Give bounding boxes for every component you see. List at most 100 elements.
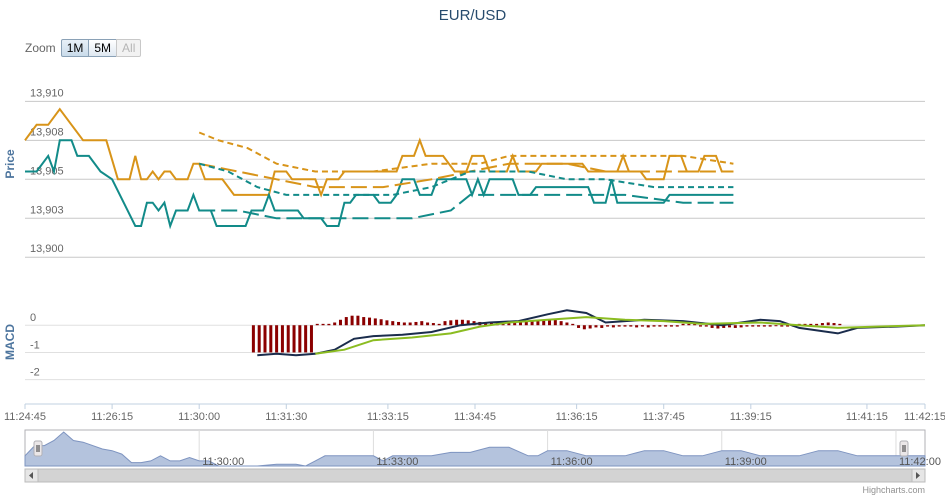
macd-histogram-bar	[391, 321, 395, 326]
macd-histogram-bar	[408, 322, 412, 326]
macd-histogram-bar	[548, 319, 552, 326]
macd-tick-label: -2	[30, 367, 40, 379]
macd-histogram-bar	[762, 325, 766, 327]
range-selector: Zoom 1M 5M All	[25, 39, 142, 57]
macd-histogram-bar	[582, 325, 586, 330]
macd-histogram-bar	[507, 323, 511, 326]
price-tick-label: 13,908	[30, 126, 64, 138]
macd-histogram-bar	[768, 325, 772, 327]
macd-histogram-bar	[577, 325, 581, 328]
navigator-tick-label: 11:33:00	[376, 456, 418, 468]
macd-histogram-bar	[315, 323, 319, 326]
macd-histogram-bar	[559, 321, 563, 326]
macd-histogram-bar	[757, 325, 761, 327]
macd-histogram-bar	[733, 325, 737, 328]
macd-tick-label: 0	[30, 312, 36, 324]
macd-histogram-bar	[658, 325, 662, 327]
macd-histogram-bar	[286, 325, 290, 353]
macd-histogram-bar	[803, 323, 807, 326]
navigator[interactable]: 11:30:00 11:33:00 11:36:00 11:39:00 11:42:00	[24, 429, 941, 468]
macd-histogram-bar	[373, 318, 377, 326]
x-tick-label: 11:30:00	[178, 411, 220, 423]
macd-histogram-bar	[536, 320, 540, 326]
macd-histogram-bar	[832, 323, 836, 326]
macd-histogram-bar	[617, 325, 621, 327]
navigator-right-handle[interactable]	[899, 440, 909, 457]
navigator-tick-label: 11:42:00	[899, 456, 941, 468]
ask-longdash-line	[199, 162, 734, 189]
scrollbar-thumb[interactable]	[37, 468, 913, 483]
macd-histogram-bar	[826, 322, 830, 326]
macd-histogram-bar	[420, 321, 424, 326]
macd-histogram-bar	[698, 325, 702, 327]
macd-histogram-bar	[751, 325, 755, 327]
navigator-tick-label: 11:36:00	[551, 456, 593, 468]
macd-histogram-bar	[623, 325, 627, 327]
x-tick-label: 11:39:15	[730, 411, 772, 423]
macd-histogram-bar	[518, 322, 522, 326]
macd-histogram-bar	[774, 325, 778, 327]
macd-histogram-bar	[594, 325, 598, 328]
navigator-left-handle[interactable]	[33, 440, 43, 457]
macd-histogram-bar	[437, 323, 441, 326]
macd-histogram-bar	[460, 319, 464, 326]
bid-dashed-line	[198, 162, 734, 196]
ask-solid-line	[24, 107, 734, 198]
macd-axis-labels: 0 -1 -2	[30, 312, 40, 378]
macd-histogram-bar	[542, 319, 546, 326]
macd-histogram-bar	[786, 325, 790, 327]
macd-histogram-bar	[745, 325, 749, 327]
zoom-all-button[interactable]: All	[116, 39, 142, 57]
chevron-right-icon	[916, 472, 920, 479]
macd-histogram-bar	[379, 319, 383, 326]
macd-histogram-bar	[606, 325, 610, 327]
macd-histogram-bar	[356, 315, 360, 326]
macd-histogram-bar	[513, 323, 517, 326]
price-tick-label: 13,903	[30, 204, 64, 216]
macd-histogram-bar	[362, 317, 366, 326]
x-axis-labels: 11:24:45 11:26:15 11:30:00 11:31:30 11:33:15…	[4, 404, 945, 423]
zoom-label: Zoom	[25, 41, 56, 55]
macd-histogram-bar	[338, 319, 342, 326]
x-tick-label: 11:42:15	[904, 411, 945, 423]
macd-histogram-bar	[553, 319, 557, 326]
macd-histogram-bar	[327, 323, 331, 326]
macd-histogram-bar	[385, 320, 389, 326]
macd-grid	[25, 324, 925, 381]
macd-histogram-bar	[292, 325, 296, 353]
macd-histogram-bar	[815, 323, 819, 326]
macd-histogram-bar	[809, 323, 813, 326]
x-tick-label: 11:37:45	[643, 411, 685, 423]
price-grid	[25, 100, 925, 258]
macd-histogram-bar	[675, 325, 679, 327]
macd-histogram-bar	[664, 325, 668, 327]
price-tick-label: 13,910	[30, 87, 64, 99]
macd-histogram-bar	[333, 322, 337, 326]
macd-histogram-bar	[635, 325, 639, 328]
horizontal-scrollbar[interactable]	[24, 468, 926, 483]
macd-histogram-bar	[722, 325, 726, 328]
macd-histogram-bar	[344, 317, 348, 326]
macd-histogram-bar	[489, 322, 493, 326]
macd-histogram-bar	[280, 325, 284, 353]
macd-histogram-bar	[739, 325, 743, 328]
macd-histogram-bar	[820, 323, 824, 326]
bid-solid-line	[25, 139, 734, 230]
navigator-tick-label: 11:39:00	[725, 456, 767, 468]
macd-histogram-bar	[652, 325, 656, 327]
macd-histogram-bar	[669, 325, 673, 327]
macd-histogram-bar	[640, 325, 644, 327]
navigator-area	[24, 431, 926, 467]
credits-link[interactable]: Highcharts.com	[862, 485, 925, 495]
macd-lines	[257, 309, 926, 357]
macd-line	[257, 309, 926, 357]
macd-histogram-bar	[304, 325, 308, 353]
macd-histogram-bar	[321, 323, 325, 326]
macd-histogram-bar	[530, 321, 534, 326]
bid-longdash-line	[199, 193, 734, 220]
x-tick-label: 11:26:15	[91, 411, 133, 423]
macd-histogram-bar	[350, 315, 354, 326]
signal-line	[315, 316, 926, 355]
macd-histogram-bar	[565, 322, 569, 326]
